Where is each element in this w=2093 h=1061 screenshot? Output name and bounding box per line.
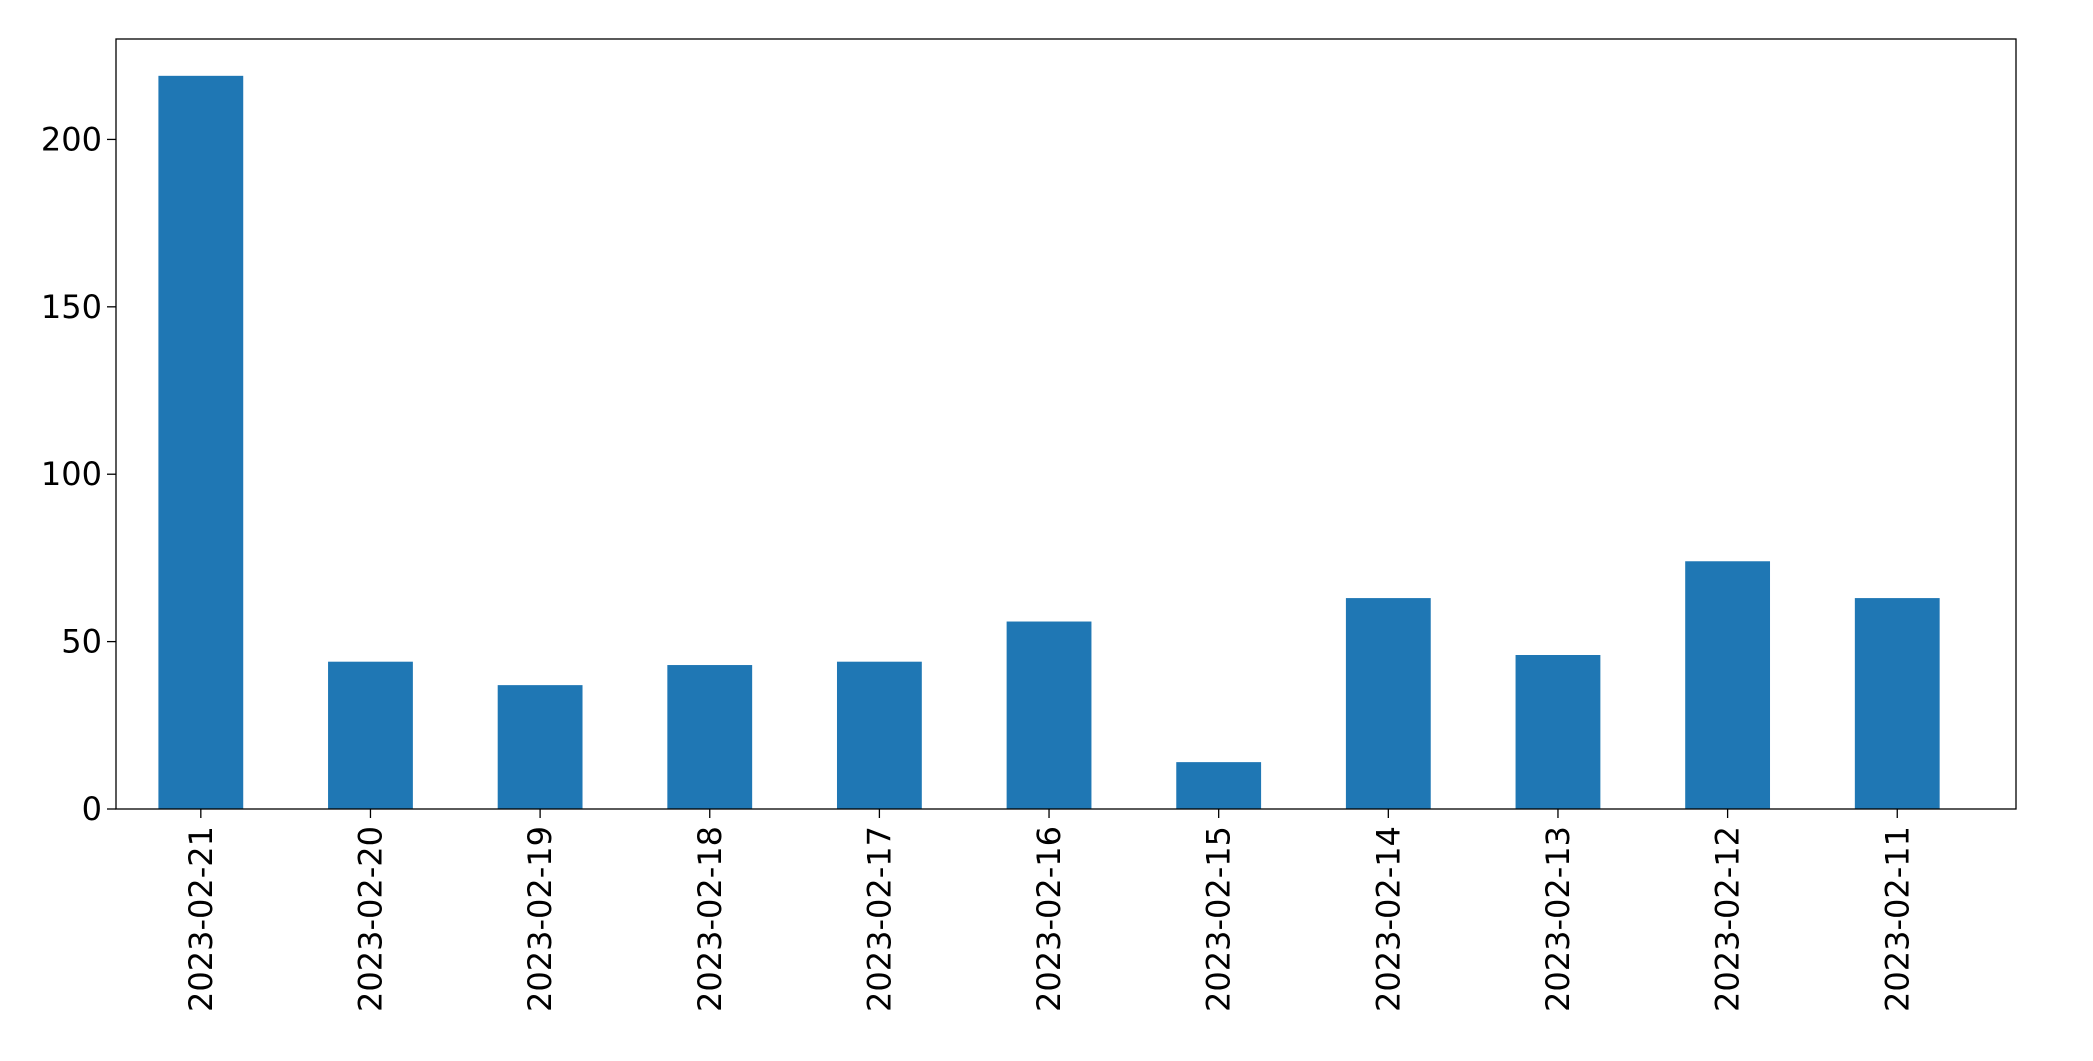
y-tick-label: 0 xyxy=(82,790,102,828)
bar xyxy=(836,661,922,809)
bar xyxy=(1854,598,1940,809)
x-tick-label: 2023-02-13 xyxy=(1539,826,1577,1012)
bar xyxy=(667,665,753,809)
x-tick-label: 2023-02-14 xyxy=(1369,826,1407,1012)
bar xyxy=(1345,598,1431,809)
x-tick-label: 2023-02-12 xyxy=(1709,826,1747,1012)
y-tick-label: 200 xyxy=(41,120,102,158)
bar xyxy=(1006,621,1092,809)
bar xyxy=(1515,655,1601,809)
y-tick-label: 100 xyxy=(41,455,102,493)
x-tick-label: 2023-02-21 xyxy=(182,826,220,1012)
x-tick-label: 2023-02-20 xyxy=(351,826,389,1012)
axes-frame xyxy=(115,38,2017,810)
y-tick-label: 50 xyxy=(61,623,102,661)
bar xyxy=(497,685,583,809)
bar xyxy=(158,75,244,809)
x-tick-label: 2023-02-15 xyxy=(1200,826,1238,1012)
x-tick-label: 2023-02-19 xyxy=(521,826,559,1012)
x-tick-label: 2023-02-18 xyxy=(691,826,729,1012)
x-tick-label: 2023-02-17 xyxy=(860,826,898,1012)
x-tick-label: 2023-02-11 xyxy=(1878,826,1916,1012)
x-tick-label: 2023-02-16 xyxy=(1030,826,1068,1012)
y-tick-label: 150 xyxy=(41,288,102,326)
bar xyxy=(328,661,413,809)
bar xyxy=(1176,762,1262,809)
bar xyxy=(1685,561,1771,809)
